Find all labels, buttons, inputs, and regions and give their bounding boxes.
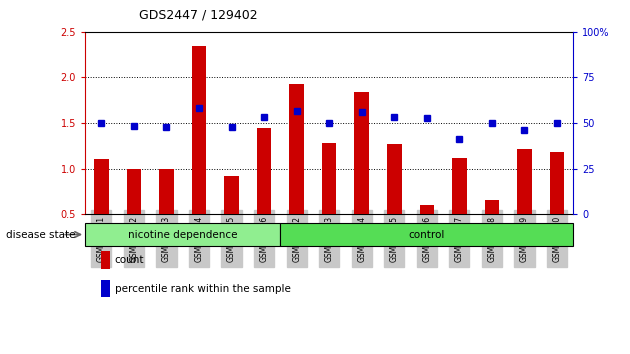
Bar [452, 158, 467, 214]
Bar [224, 176, 239, 214]
Bar [387, 144, 401, 214]
Bar [355, 92, 369, 214]
Bar [280, 223, 573, 246]
Bar [159, 169, 174, 214]
Bar [420, 205, 434, 214]
Text: disease state: disease state [6, 230, 76, 240]
Bar [322, 143, 336, 214]
Bar [85, 223, 280, 246]
Bar [94, 159, 108, 214]
Bar [192, 46, 206, 214]
Bar [517, 149, 532, 214]
Text: nicotine dependence: nicotine dependence [128, 229, 238, 240]
Text: percentile rank within the sample: percentile rank within the sample [115, 284, 290, 293]
Bar [127, 169, 141, 214]
Bar [257, 127, 272, 214]
Text: GDS2447 / 129402: GDS2447 / 129402 [139, 9, 257, 22]
Bar [484, 200, 499, 214]
Bar [289, 84, 304, 214]
Text: count: count [115, 255, 144, 265]
Bar [550, 152, 564, 214]
Text: control: control [409, 229, 445, 240]
